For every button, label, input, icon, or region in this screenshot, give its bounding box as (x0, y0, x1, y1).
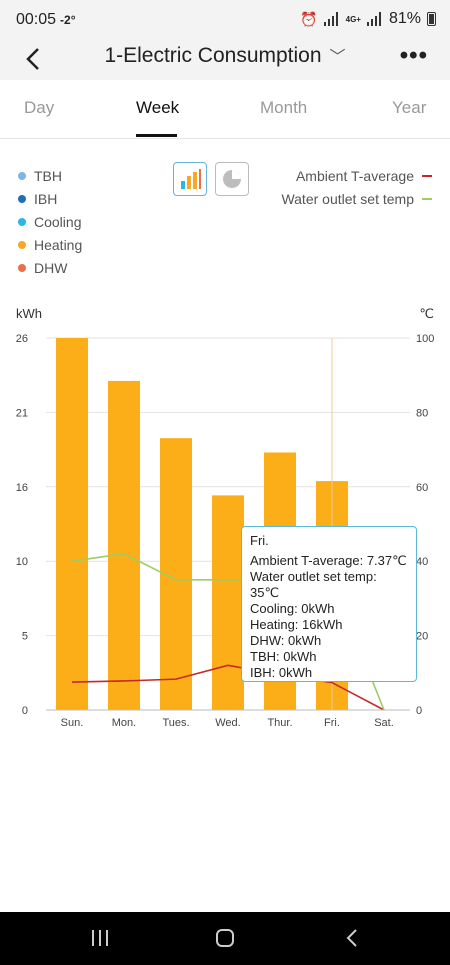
legend-item-tbh[interactable]: TBH (18, 164, 82, 187)
x-tick-label: Sun. (61, 717, 84, 729)
pie-chart-icon (223, 170, 241, 188)
legend-label: Ambient T-average (295, 167, 414, 184)
y-right-tick-label: 20 (416, 631, 428, 643)
tab-year[interactable]: Year (392, 98, 427, 117)
line-swatch (422, 197, 432, 200)
legend-item-cooling[interactable]: Cooling (18, 210, 82, 233)
signal-icon-2 (366, 12, 383, 26)
y-left-tick-label: 16 (16, 482, 28, 494)
tab-month[interactable]: Month (260, 98, 308, 117)
home-button[interactable] (215, 928, 235, 953)
home-icon (216, 929, 234, 947)
tooltip-title: Fri. (250, 533, 269, 548)
dot-icon (18, 194, 26, 203)
page-title-text: 1-Electric Consumption (104, 44, 322, 67)
tooltip-line: IBH: 0kWh (250, 665, 313, 680)
tooltip-line: Heating: 16kWh (250, 617, 343, 632)
bar-heating (56, 338, 88, 710)
x-tick-label: Sat. (374, 717, 394, 729)
tooltip-line: Ambient T-average: 7.37℃ (250, 553, 407, 568)
tooltip-line: DHW: 0kWh (250, 633, 322, 648)
chevron-down-icon: ﹀ (329, 49, 346, 66)
y-left-tick-label: 10 (16, 556, 28, 568)
system-nav-bar (0, 912, 450, 965)
page-title[interactable]: 1-Electric Consumption ﹀ (0, 43, 450, 68)
bar-chart-icon (181, 169, 201, 189)
line-swatch (422, 174, 432, 177)
line-ambient (71, 664, 385, 711)
x-tick-label: Thur. (267, 717, 292, 729)
tooltip-line: Cooling: 0kWh (250, 601, 335, 616)
dot-icon (18, 240, 26, 249)
battery-icon (427, 12, 436, 26)
legend-label: Heating (34, 236, 83, 253)
dot-icon (18, 263, 26, 272)
recent-apps-button[interactable] (90, 928, 110, 953)
left-axis-unit: kWh (16, 306, 42, 321)
y-right-tick-label: 100 (416, 333, 434, 345)
chevron-left-icon (26, 48, 39, 70)
legend-line-ambient[interactable]: Ambient T-average (281, 164, 432, 187)
legend-item-dhw[interactable]: DHW (18, 256, 82, 279)
legend-line-water[interactable]: Water outlet set temp (281, 187, 432, 210)
status-left: 00:05 -2° (16, 11, 76, 29)
app-header: 1-Electric Consumption ﹀ ••• (0, 40, 450, 80)
status-temperature: -2° (60, 13, 76, 27)
pie-chart-button[interactable] (215, 162, 249, 196)
back-button[interactable] (24, 46, 42, 79)
dot-icon (18, 171, 26, 180)
y-left-tick-label: 26 (16, 333, 28, 345)
alarm-icon: ⏰ (300, 10, 318, 27)
legend-item-ibh[interactable]: IBH (18, 187, 82, 210)
y-right-tick-label: 0 (416, 705, 422, 717)
y-right-tick-label: 80 (416, 407, 428, 419)
bar-heating (108, 380, 140, 710)
tab-week[interactable]: Week (136, 98, 180, 117)
legend-label: IBH (34, 190, 58, 207)
tab-day[interactable]: Day (24, 98, 55, 117)
status-right: ⏰ 4G+ 81% (300, 10, 436, 28)
legend-right: Ambient T-average Water outlet set temp (281, 164, 432, 210)
recent-apps-icon (92, 930, 108, 946)
legend-label: TBH (34, 167, 62, 184)
battery-percent: 81% (388, 10, 421, 27)
x-tick-label: Mon. (112, 717, 136, 729)
bar-heating (212, 495, 244, 710)
x-tick-label: Tues. (162, 717, 189, 729)
period-tabs: Day Week Month Year (0, 84, 450, 139)
bar-chart-button[interactable] (173, 162, 207, 196)
signal-icon (323, 12, 340, 26)
x-tick-label: Wed. (215, 717, 240, 729)
legend-left: TBH IBH Cooling Heating DHW (18, 164, 82, 279)
status-time: 00:05 (16, 11, 57, 28)
back-nav-button[interactable] (344, 928, 360, 953)
y-right-tick-label: 40 (416, 556, 428, 568)
tooltip-line: Water outlet set temp: 35℃ (250, 569, 377, 600)
y-right-tick-label: 60 (416, 482, 428, 494)
back-nav-icon (346, 929, 357, 947)
right-axis-unit: ℃ (419, 306, 434, 321)
legend-label: Cooling (34, 213, 82, 230)
chart-tooltip: Fri. Ambient T-average: 7.37℃ Water outl… (241, 526, 417, 682)
status-bar: 00:05 -2° ⏰ 4G+ 81% (0, 0, 450, 40)
y-left-tick-label: 0 (22, 705, 28, 717)
tooltip-line: TBH: 0kWh (250, 649, 317, 664)
legend-item-heating[interactable]: Heating (18, 233, 82, 256)
x-tick-label: Fri. (324, 717, 340, 729)
y-left-tick-label: 21 (16, 407, 28, 419)
tab-underline (136, 134, 177, 137)
legend-label: Water outlet set temp (281, 190, 414, 207)
more-button[interactable]: ••• (400, 42, 428, 70)
dot-icon (18, 217, 26, 226)
y-left-tick-label: 5 (22, 631, 28, 643)
legend-label: DHW (34, 259, 68, 276)
more-dots-icon: ••• (399, 42, 428, 69)
network-type: 4G+ (345, 14, 361, 24)
